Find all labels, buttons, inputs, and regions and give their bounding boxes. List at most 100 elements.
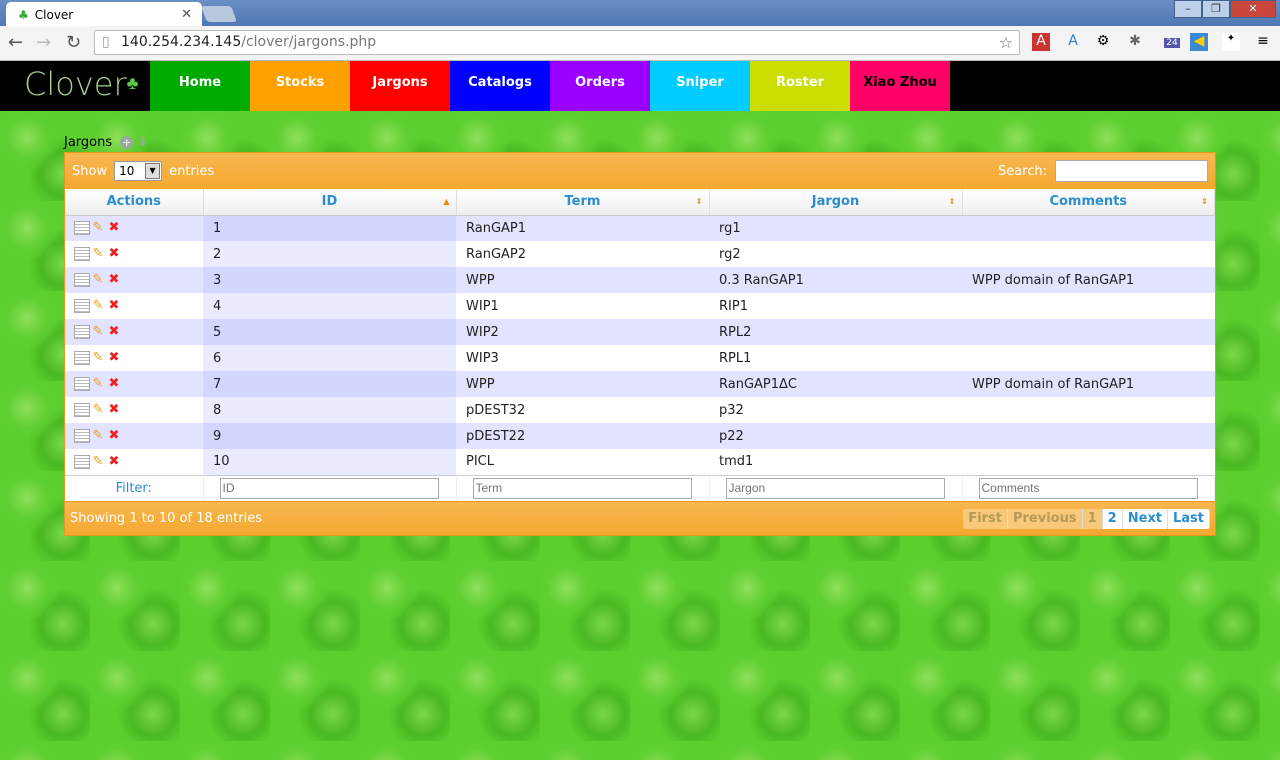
new-tab-button[interactable] [201, 6, 237, 22]
table-row: ✎ ✖ 8 pDEST32 p32 [65, 397, 1215, 423]
column-header-comments[interactable]: Comments ⇕ [962, 189, 1215, 216]
nav-item-orders[interactable]: Orders [550, 61, 650, 111]
delete-icon[interactable]: ✖ [108, 453, 120, 469]
delete-icon[interactable]: ✖ [108, 402, 120, 417]
filter-term-input[interactable] [472, 477, 692, 499]
edit-pencil-icon[interactable]: ✎ [92, 453, 104, 469]
edit-pencil-icon[interactable]: ✎ [92, 324, 104, 339]
edit-pencil-icon[interactable]: ✎ [92, 272, 104, 287]
edit-pencil-icon[interactable]: ✎ [92, 402, 104, 417]
page-size-select[interactable]: 10 ▼ [114, 161, 163, 181]
edit-pencil-icon[interactable]: ✎ [92, 298, 104, 313]
view-icon[interactable] [74, 403, 90, 417]
cell-comments [962, 397, 1215, 423]
term-header-label: Term [564, 194, 601, 210]
bookmark-star-icon[interactable]: ☆ [998, 33, 1013, 52]
add-icon[interactable]: + [120, 136, 134, 149]
cell-comments: WPP domain of RanGAP1 [962, 267, 1215, 293]
dictionary-extension-icon[interactable]: A [1032, 33, 1050, 51]
first-page-button[interactable]: First [963, 508, 1008, 529]
edit-pencil-icon[interactable]: ✎ [92, 220, 104, 236]
cell-id: 2 [203, 241, 456, 267]
delete-icon[interactable]: ✖ [108, 220, 120, 236]
page-icon: ▯ [102, 34, 110, 50]
page-2-button[interactable]: 2 [1103, 508, 1123, 529]
edit-pencil-icon[interactable]: ✎ [92, 428, 104, 443]
nav-item-stocks[interactable]: Stocks [250, 61, 350, 111]
translate-extension-icon[interactable]: A [1068, 33, 1078, 49]
minimize-button[interactable]: – [1174, 0, 1202, 18]
reload-icon[interactable]: ↻ [66, 32, 82, 53]
export-basket-icon[interactable]: ⬇ [137, 135, 149, 150]
view-icon[interactable] [74, 273, 90, 287]
page-1-button[interactable]: 1 [1082, 508, 1103, 529]
cell-term: WPP [456, 267, 709, 293]
nav-item-jargons[interactable]: Jargons [350, 61, 450, 111]
column-header-jargon[interactable]: Jargon ⇕ [709, 189, 963, 216]
browser-tab[interactable]: ♣ Clover ✕ [6, 2, 202, 28]
edit-pencil-icon[interactable]: ✎ [92, 350, 104, 365]
filter-id-input[interactable] [219, 477, 439, 499]
view-icon[interactable] [74, 454, 90, 469]
clover-logo[interactable]: Clover♣ [0, 61, 150, 111]
gear-extension-icon[interactable]: ⚙ [1096, 33, 1110, 49]
next-page-button[interactable]: Next [1123, 508, 1168, 529]
delete-icon[interactable]: ✖ [108, 246, 120, 261]
breadcrumb: Jargons + ⬇ [64, 135, 148, 150]
ime-extension-icon[interactable]: ✦ [1222, 33, 1240, 51]
url-path: /clover/jargons.php [241, 34, 377, 50]
row-actions: ✎ ✖ [65, 267, 203, 293]
weather-extension-icon[interactable]: 24 [1160, 33, 1184, 51]
delete-icon[interactable]: ✖ [108, 428, 120, 443]
address-bar[interactable]: ▯ 140.254.234.145/clover/jargons.php ☆ [94, 30, 1020, 55]
table-info: Showing 1 to 10 of 18 entries [70, 511, 262, 526]
nav-item-home[interactable]: Home [150, 61, 250, 111]
view-icon[interactable] [74, 325, 90, 339]
url-host: 140.254.234.145 [121, 34, 242, 50]
chevron-down-icon: ▼ [145, 163, 161, 179]
menu-icon[interactable]: ≡ [1257, 33, 1269, 49]
delete-icon[interactable]: ✖ [108, 376, 120, 391]
delete-icon[interactable]: ✖ [108, 272, 120, 287]
restore-button[interactable]: ❐ [1202, 0, 1230, 18]
column-header-term[interactable]: Term ⇕ [456, 189, 710, 216]
previous-page-button[interactable]: Previous [1007, 508, 1083, 529]
cell-jargon: tmd1 [709, 449, 962, 475]
close-window-button[interactable]: ✕ [1230, 0, 1276, 18]
entries-label: entries [169, 163, 215, 179]
view-icon[interactable] [74, 221, 90, 236]
view-icon[interactable] [74, 351, 90, 365]
delete-icon[interactable]: ✖ [108, 350, 120, 365]
close-tab-icon[interactable]: ✕ [181, 7, 192, 22]
nav-item-xiao-zhou[interactable]: Xiao Zhou [850, 61, 950, 111]
view-icon[interactable] [74, 247, 90, 261]
cell-jargon: 0.3 RanGAP1 [709, 267, 962, 293]
last-page-button[interactable]: Last [1168, 508, 1210, 529]
cell-jargon: rg1 [709, 215, 962, 241]
column-header-id[interactable]: ID ▲ [203, 189, 457, 216]
table-row: ✎ ✖ 7 WPP RanGAP1ΔC WPP domain of RanGAP1 [65, 371, 1215, 397]
sort-both-icon: ⇕ [1201, 197, 1208, 206]
nav-item-catalogs[interactable]: Catalogs [450, 61, 550, 111]
edit-pencil-icon[interactable]: ✎ [92, 376, 104, 391]
filter-jargon-input[interactable] [725, 477, 945, 499]
forward-icon[interactable]: → [36, 32, 52, 53]
delete-icon[interactable]: ✖ [108, 298, 120, 313]
sort-both-icon: ⇕ [695, 197, 703, 206]
sound-extension-icon[interactable]: ◀ [1190, 33, 1208, 51]
table-row: ✎ ✖ 3 WPP 0.3 RanGAP1 WPP domain of RanGA… [65, 267, 1215, 293]
cell-jargon: p32 [709, 397, 962, 423]
cell-jargon: rg2 [709, 241, 962, 267]
edit-pencil-icon[interactable]: ✎ [92, 246, 104, 261]
bug-extension-icon[interactable]: ✱ [1129, 33, 1141, 49]
nav-item-roster[interactable]: Roster [750, 61, 850, 111]
back-icon[interactable]: ← [8, 32, 24, 53]
cell-id: 10 [203, 449, 456, 475]
filter-comments-input[interactable] [978, 477, 1198, 499]
delete-icon[interactable]: ✖ [108, 324, 120, 339]
search-input[interactable] [1055, 160, 1208, 182]
view-icon[interactable] [74, 299, 90, 313]
view-icon[interactable] [74, 377, 90, 391]
view-icon[interactable] [74, 429, 90, 443]
nav-item-sniper[interactable]: Sniper [650, 61, 750, 111]
